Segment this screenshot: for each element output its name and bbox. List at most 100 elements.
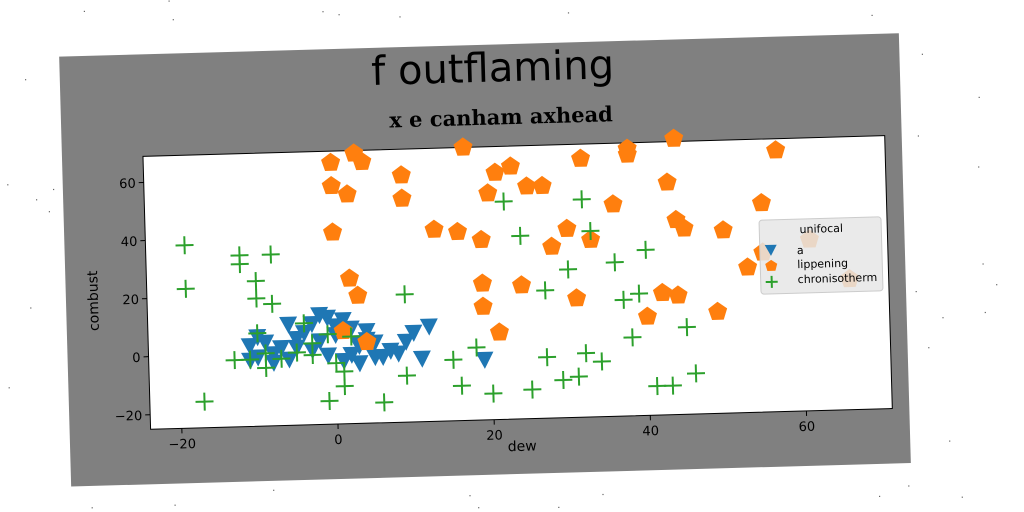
data-point-chronisotherm [397, 366, 416, 385]
x-tick-label: 20 [486, 428, 503, 443]
background-speck [8, 387, 10, 389]
data-point-chronisotherm [318, 325, 337, 344]
legend-marker-a [764, 244, 777, 256]
data-point-chronisotherm [636, 240, 655, 259]
data-point-chronisotherm [444, 350, 463, 369]
background-speck [982, 263, 984, 265]
legend-title: unifocal [799, 222, 843, 236]
background-speck [53, 188, 55, 191]
data-point-a [475, 351, 494, 369]
data-point-chronisotherm [605, 253, 624, 272]
data-point-lippening [557, 218, 577, 238]
data-point-a [310, 306, 329, 325]
data-point-lippening [471, 229, 491, 249]
data-point-chronisotherm [375, 393, 394, 412]
data-point-chronisotherm [581, 222, 600, 241]
data-point-a [396, 333, 415, 351]
data-point-lippening [478, 183, 498, 202]
data-point-lippening [485, 162, 505, 181]
data-point-lippening [489, 322, 509, 341]
background-speck [978, 96, 980, 98]
legend-label-lippening: lippening [797, 257, 848, 271]
data-point-lippening [567, 288, 587, 307]
data-point-a [404, 324, 423, 342]
data-point-lippening [321, 176, 341, 195]
legend-box [758, 216, 884, 295]
data-point-lippening [448, 221, 468, 241]
background-specks [7, 0, 998, 509]
x-tick-label: 0 [334, 433, 343, 448]
data-point-lippening [392, 188, 412, 207]
data-point-chronisotherm [452, 376, 471, 395]
data-point-lippening [708, 301, 728, 320]
background-speck [915, 291, 917, 293]
data-point-chronisotherm [623, 328, 642, 347]
background-speck [83, 10, 85, 12]
data-point-a [412, 350, 431, 368]
data-point-a [294, 324, 313, 342]
data-point-lippening [424, 219, 444, 238]
data-point-lippening [738, 257, 758, 276]
data-point-a [357, 323, 376, 341]
data-point-chronisotherm [257, 358, 276, 377]
background-speck [949, 440, 951, 442]
data-point-lippening [542, 236, 562, 255]
data-point-chronisotherm [241, 350, 260, 369]
data-point-a [310, 333, 329, 351]
data-point-chronisotherm [523, 380, 542, 399]
background-speck [399, 16, 401, 18]
background-speck [928, 347, 930, 349]
y-tick-label: 40 [121, 235, 138, 250]
data-point-lippening [532, 175, 552, 195]
data-point-chronisotherm [327, 354, 346, 373]
data-point-chronisotherm [592, 352, 611, 371]
data-point-chronisotherm [536, 281, 555, 300]
data-point-a [240, 337, 259, 356]
data-point-chronisotherm [175, 236, 194, 255]
axes-frame [142, 135, 893, 430]
plot-marks [175, 128, 860, 412]
data-point-lippening [571, 148, 591, 167]
data-point-chronisotherm [294, 314, 313, 333]
background-speck [984, 311, 986, 314]
background-speck [91, 507, 93, 509]
background-speck [961, 496, 963, 498]
background-speck [168, 0, 170, 2]
background-speck [602, 493, 604, 496]
data-point-lippening [766, 140, 786, 159]
data-point-lippening [357, 331, 377, 351]
data-point-chronisotherm [272, 349, 291, 368]
data-point-a [279, 316, 298, 334]
data-point-chronisotherm [303, 334, 322, 353]
data-point-chronisotherm [230, 255, 249, 274]
y-tick-label: 0 [132, 351, 141, 366]
data-point-a [419, 318, 438, 336]
background-speck [879, 495, 881, 497]
data-point-lippening [333, 320, 353, 340]
axes: −20 0 20 40 60 −20 0 20 40 60 [115, 135, 893, 453]
data-point-chronisotherm [247, 289, 266, 308]
data-point-lippening [321, 152, 341, 171]
y-tick-label: −20 [115, 409, 143, 425]
background-speck [558, 506, 560, 508]
data-point-chronisotherm [494, 192, 513, 211]
data-point-lippening [391, 165, 411, 184]
background-speck [174, 504, 176, 506]
data-point-chronisotherm [248, 324, 267, 343]
data-point-chronisotherm [335, 377, 354, 396]
x-tick-label: 40 [642, 424, 659, 439]
y-axis-label: combust [85, 270, 103, 331]
data-point-chronisotherm [263, 294, 282, 313]
data-point-lippening [352, 151, 372, 171]
data-point-lippening [674, 218, 694, 237]
data-point-lippening [453, 137, 473, 156]
data-point-chronisotherm [554, 370, 573, 389]
series-a [240, 306, 494, 373]
data-point-chronisotherm [342, 327, 361, 346]
background-speck [338, 14, 340, 16]
data-point-chronisotherm [538, 348, 557, 367]
data-point-chronisotherm [630, 284, 649, 303]
data-point-a [381, 342, 400, 360]
data-point-lippening [603, 194, 623, 213]
data-point-a [319, 347, 338, 365]
